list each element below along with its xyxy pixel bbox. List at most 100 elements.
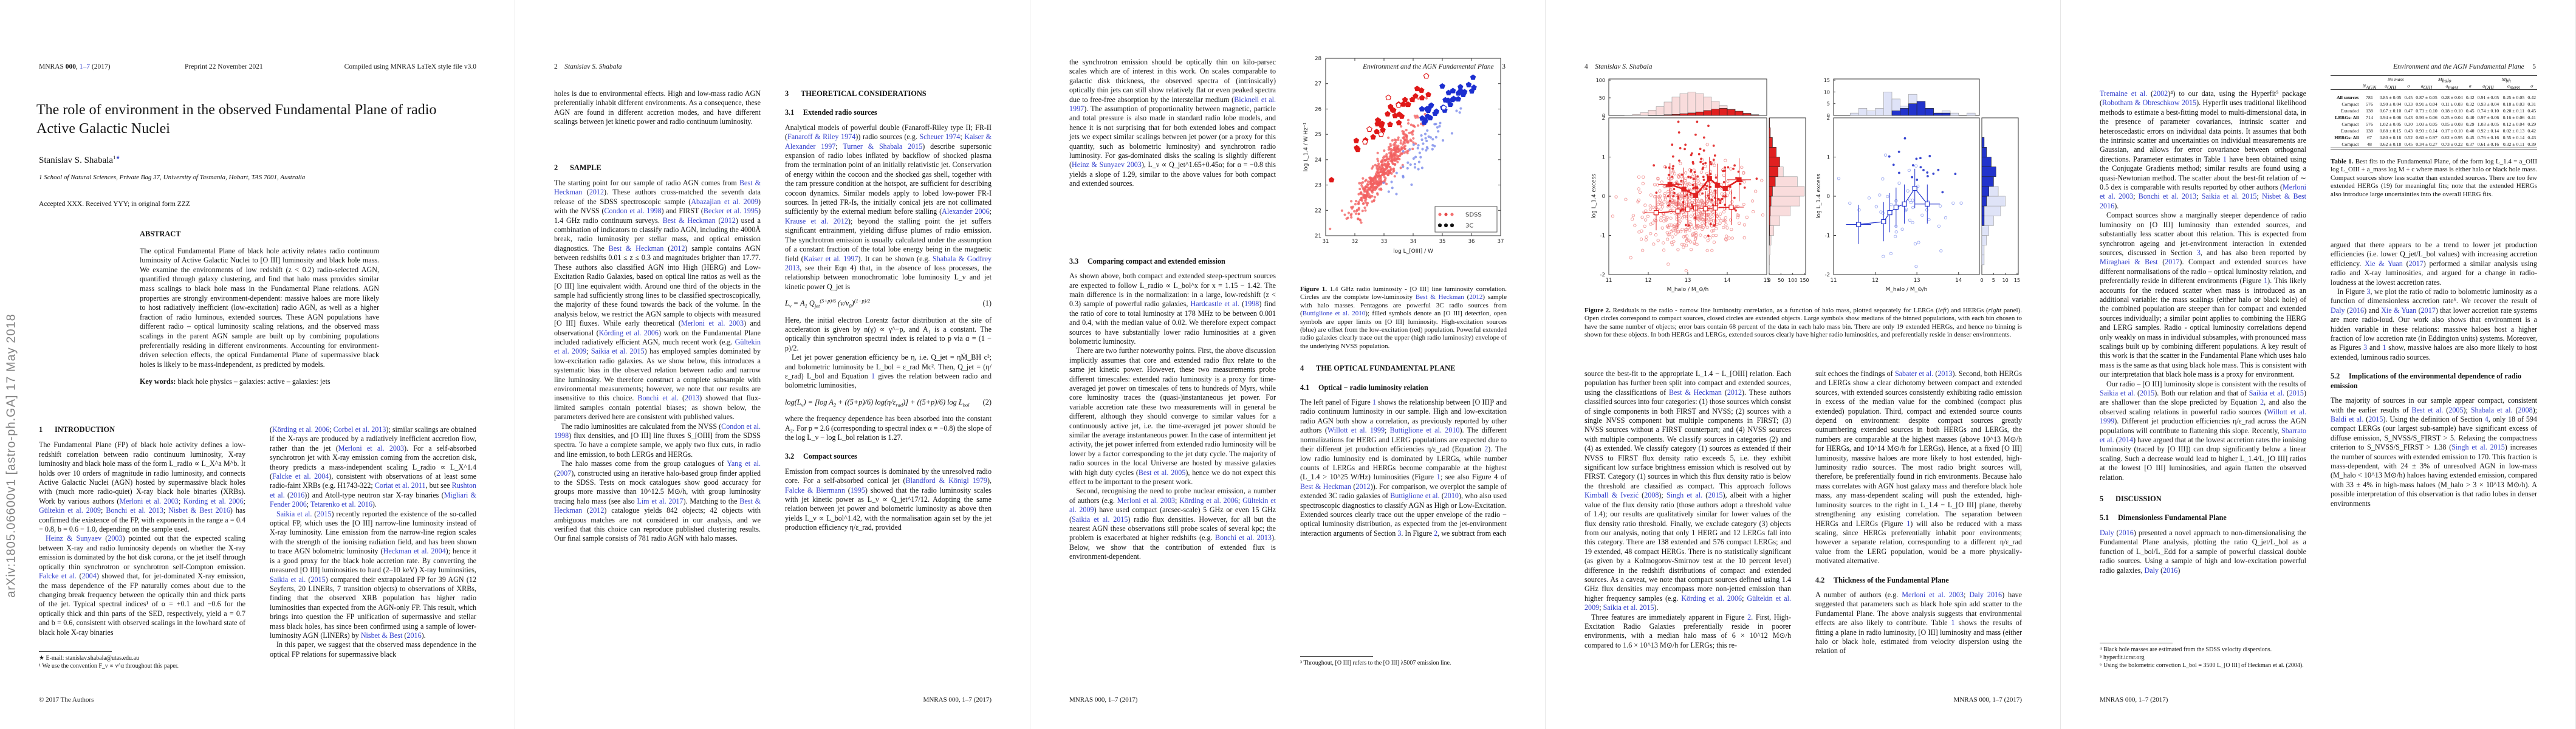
citation-link[interactable]: 2012 xyxy=(670,244,685,253)
citation-link[interactable]: 1995 xyxy=(850,485,865,495)
citation-link[interactable]: 2016 xyxy=(2349,306,2365,315)
citation-link[interactable]: 3 xyxy=(2196,248,2201,257)
citation-link[interactable]: Buttiglione et al. 2010 xyxy=(1389,426,1460,435)
citation-link[interactable]: Heinz & Sunyaev 2003 xyxy=(1072,160,1142,169)
citation-link[interactable]: 1 xyxy=(2382,343,2386,352)
citation-link[interactable]: Falcke et al. xyxy=(39,572,77,581)
citation-link[interactable]: 2 xyxy=(1484,445,1488,454)
citation-link[interactable]: Condon et al. 1998 xyxy=(554,422,761,440)
citation-link[interactable]: 2013 xyxy=(685,394,700,403)
citation-link[interactable]: Xie & Yuan xyxy=(2381,306,2417,315)
citation-link[interactable]: 1 xyxy=(2222,154,2227,163)
citation-link[interactable]: Rushton et al. xyxy=(270,481,476,499)
citation-link[interactable]: 1 xyxy=(2264,276,2268,286)
citation-link[interactable]: Nisbet & Best xyxy=(360,631,403,640)
citation-link[interactable]: Gültekin et al. 2009 xyxy=(554,337,761,356)
citation-link[interactable]: Abazajian et al. 2009 xyxy=(691,197,758,206)
citation-link[interactable]: Yang et al. xyxy=(727,459,761,468)
citation-link[interactable]: Daly 2016 xyxy=(1969,590,2002,599)
citation-link[interactable]: 2015 xyxy=(2368,414,2383,423)
citation-link[interactable]: 2017 xyxy=(2165,258,2180,267)
citation-link[interactable]: Hardcastle et al. xyxy=(1190,299,1239,309)
citation-link[interactable]: Körding et al. 2006 xyxy=(272,425,330,434)
citation-link[interactable]: Gültekin et al. 2009 xyxy=(1584,594,1791,612)
citation-link[interactable]: Lim et al. 2017 xyxy=(637,496,683,505)
citation-link[interactable]: Saikia et al. xyxy=(2249,389,2284,397)
citation-link[interactable]: Körding et al. 2006 xyxy=(1681,594,1742,603)
citation-link[interactable]: Migliari & Fender 2006 xyxy=(270,490,476,509)
citation-link[interactable]: 1998 xyxy=(1244,299,1259,309)
citation-link[interactable]: Kaiser & Alexander 1997 xyxy=(785,132,992,151)
citation-link[interactable]: Körding et al. 2006 xyxy=(183,496,244,505)
citation-link[interactable]: Bonchi et al. xyxy=(637,394,679,403)
citation-link[interactable]: Best & Heckman xyxy=(554,179,761,197)
citation-link[interactable]: Best et al. 2005 xyxy=(1138,468,1186,477)
citation-link[interactable]: Robotham & Obreschkow 2015 xyxy=(2102,98,2197,108)
citation-link[interactable]: Best & Heckman xyxy=(1668,388,1722,397)
citation-link[interactable]: 2002 xyxy=(2153,89,2168,98)
citation-link[interactable]: Heinz & Sunyaev xyxy=(46,534,102,543)
citation-link[interactable]: Saikia et al. xyxy=(276,509,312,518)
citation-link[interactable]: Tremaine et al. xyxy=(2100,89,2148,98)
citation-link[interactable]: 2005 xyxy=(2448,405,2464,414)
citation-link[interactable]: Merloni et al. 2003 xyxy=(338,443,405,453)
citation-link[interactable]: 2 xyxy=(2260,398,2264,407)
citation-link[interactable]: Nisbet & Best 2016 xyxy=(2100,192,2307,210)
citation-link[interactable]: Gültekin et al. 2009 xyxy=(1069,496,1276,515)
citation-link[interactable]: 2 xyxy=(1434,529,1438,538)
citation-link[interactable]: Turner & Shabala 2015 xyxy=(843,142,923,151)
citation-link[interactable]: 2012 xyxy=(1727,388,1742,397)
pages-link[interactable]: 1–7 xyxy=(79,63,91,70)
citation-link[interactable]: 2012 xyxy=(1469,293,1483,301)
citation-link[interactable]: 2012 xyxy=(589,506,605,515)
citation-link[interactable]: 3 xyxy=(2366,287,2371,296)
citation-link[interactable]: Saikia et al. 2015 xyxy=(1603,603,1654,612)
citation-link[interactable]: Krause et al. 2012 xyxy=(785,216,848,225)
citation-link[interactable]: Kimball & Ivezić xyxy=(1584,491,1639,500)
citation-link[interactable]: 2007 xyxy=(557,468,572,477)
citation-link[interactable]: Merloni et al. 2003 xyxy=(119,496,179,505)
citation-link[interactable]: Nisbet & Best 2016 xyxy=(168,506,230,515)
citation-link[interactable]: 2013 xyxy=(1937,369,1953,378)
citation-link[interactable]: Saikia et al. xyxy=(2100,389,2136,397)
citation-link[interactable]: Merloni et al. 2003 xyxy=(680,319,744,328)
citation-link[interactable]: 2012 xyxy=(1355,482,1371,491)
citation-link[interactable]: 2016 xyxy=(2119,528,2134,537)
citation-link[interactable]: Scheuer 1974 xyxy=(919,132,961,142)
citation-link[interactable]: 2003 xyxy=(108,534,123,543)
citation-link[interactable]: Best et al. xyxy=(2411,405,2444,414)
citation-link[interactable]: 2017 xyxy=(2408,259,2424,268)
citation-link[interactable]: Saikia et al. 2015 xyxy=(591,347,645,356)
citation-link[interactable]: Merloni et al. 2003 xyxy=(2100,183,2306,201)
author-email-star[interactable]: ★ xyxy=(115,154,120,160)
citation-link[interactable]: 2015 xyxy=(2289,389,2304,397)
citation-link[interactable]: 1 xyxy=(1436,473,1440,482)
citation-link[interactable]: 2004 xyxy=(81,572,97,581)
citation-link[interactable]: Becker et al. 1995 xyxy=(703,207,758,216)
citation-link[interactable]: Saikia et al. xyxy=(270,575,306,584)
citation-link[interactable]: 3 xyxy=(1397,529,1402,538)
citation-link[interactable]: 2008 xyxy=(2518,405,2533,414)
citation-link[interactable]: Saikia et al. 2015 xyxy=(1072,515,1128,524)
citation-link[interactable]: Willott et al. 1999 xyxy=(2100,407,2306,426)
citation-link[interactable]: Blandford & Königl 1979 xyxy=(905,476,987,485)
citation-link[interactable]: Coriat et al. 2011 xyxy=(374,481,426,490)
citation-link[interactable]: Best & Heckman xyxy=(554,496,761,515)
citation-link[interactable]: Miraghaei & Best xyxy=(2100,258,2158,267)
citation-link[interactable]: 2016 xyxy=(290,490,305,499)
citation-link[interactable]: Falcke et al. 2004 xyxy=(272,472,329,481)
citation-link[interactable]: 2015 xyxy=(317,509,332,518)
citation-link[interactable]: Kaiser et al. 1997 xyxy=(803,254,858,263)
citation-link[interactable]: Buttiglione et al. xyxy=(1390,491,1440,501)
citation-link[interactable]: Condon et al. 1998 xyxy=(604,207,662,216)
citation-link[interactable]: 1 xyxy=(871,371,875,380)
citation-link[interactable]: 1 xyxy=(1951,618,1955,628)
citation-link[interactable]: Gültekin et al. 2009 xyxy=(39,506,101,515)
citation-link[interactable]: Best & Heckman xyxy=(662,216,716,225)
citation-link[interactable]: Bicknell et al. 1997 xyxy=(1069,95,1276,114)
citation-link[interactable]: Heckman et al. 2004 xyxy=(383,547,446,556)
citation-link[interactable]: Buttiglione et al. 2010 xyxy=(1302,310,1366,318)
citation-link[interactable]: Bonchi et al. 2013 xyxy=(2138,192,2197,201)
citation-link[interactable]: 2008 xyxy=(1644,491,1659,500)
citation-link[interactable]: 2015 xyxy=(1708,491,1723,500)
